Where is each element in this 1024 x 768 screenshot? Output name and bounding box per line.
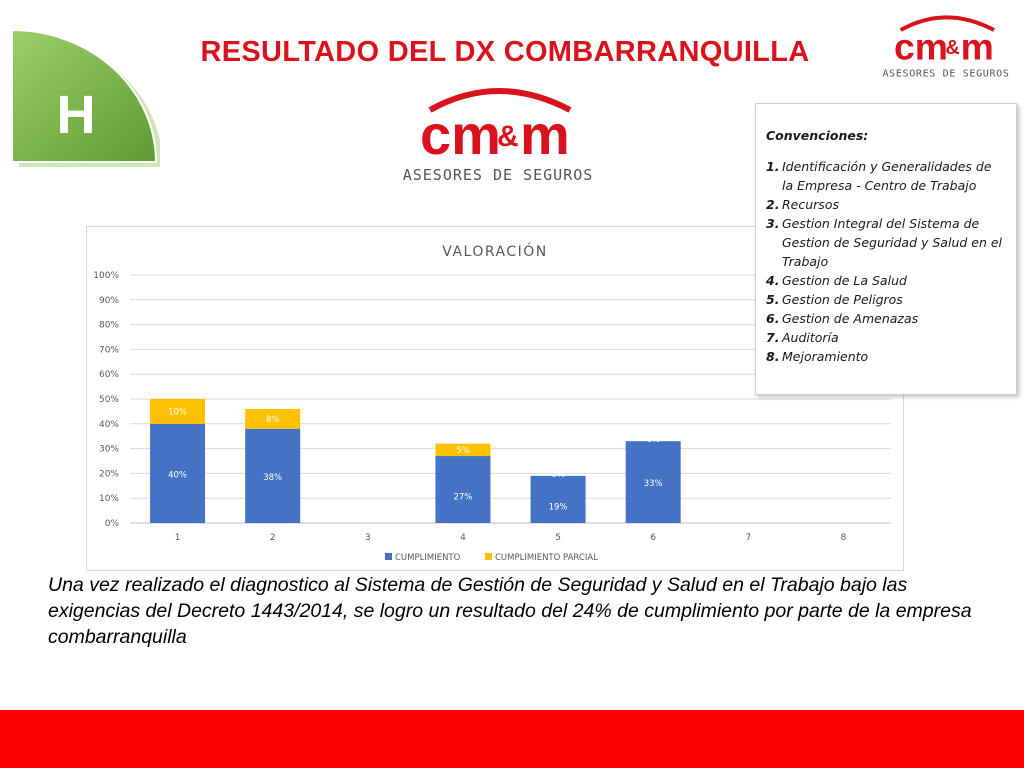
y-tick-label: 100% (93, 271, 119, 281)
x-tick-label: 8 (841, 533, 847, 543)
summary-text: Una vez realizado el diagnostico al Sist… (48, 574, 972, 648)
convention-text: Gestion de Peligros (782, 292, 903, 307)
y-tick-label: 10% (99, 494, 119, 504)
legend-swatch (385, 553, 392, 560)
convention-number: 7. (766, 330, 780, 345)
data-label: 0% (551, 470, 565, 480)
slide-title: RESULTADO DEL DX COMBARRANQUILLA (200, 36, 810, 68)
svg-text:&: & (945, 37, 959, 59)
convention-item: 5. Gestion de Peligros (766, 290, 1006, 309)
chart-title: VALORACIÓN (442, 242, 547, 260)
y-tick-label: 70% (99, 345, 119, 355)
convention-item: 2. Recursos (766, 195, 1006, 214)
bar-cumplimiento (435, 456, 491, 523)
data-label: 0% (646, 435, 660, 445)
svg-text:cm: cm (894, 25, 948, 67)
data-label: 5% (456, 446, 470, 456)
convention-text: Auditoría (782, 330, 839, 345)
y-tick-label: 80% (99, 321, 119, 331)
x-tick-label: 6 (650, 533, 656, 543)
svg-text:m: m (961, 25, 994, 67)
bar-cumplimiento (530, 475, 586, 523)
convention-text: Mejoramiento (782, 349, 869, 364)
data-label: 10% (168, 407, 187, 417)
bar-cumplimiento-parcial (245, 408, 301, 429)
x-tick-label: 5 (555, 533, 561, 543)
bar-cumplimiento (150, 423, 206, 523)
data-label: 40% (168, 470, 187, 480)
data-label: 8% (266, 415, 280, 425)
convention-text: Gestion Integral del Sistema de Gestion … (782, 216, 1003, 269)
convention-text: Gestion de Amenazas (782, 311, 919, 326)
svg-text:&: & (497, 120, 519, 153)
svg-text:ASESORES DE SEGUROS: ASESORES DE SEGUROS (403, 166, 594, 184)
convention-item: 3. Gestion Integral del Sistema de Gestio… (766, 214, 1006, 271)
svg-text:cm: cm (420, 103, 501, 166)
convention-item: 1. Identificación y Generalidades de la E… (766, 157, 1006, 195)
convention-item: 6. Gestion de Amenazas (766, 309, 1006, 328)
convention-item: 7. Auditoría (766, 328, 1006, 347)
x-tick-label: 2 (270, 533, 276, 543)
convention-number: 1. (766, 159, 780, 174)
bar-cumplimiento-parcial (435, 443, 491, 457)
section-badge: H (10, 30, 160, 170)
convention-text: Gestion de La Salud (782, 273, 907, 288)
bar-cumplimiento (245, 428, 301, 523)
footer-bar (0, 710, 1024, 768)
svg-text:m: m (520, 103, 570, 166)
y-tick-label: 0% (105, 519, 120, 529)
legend-label: CUMPLIMIENTO PARCIAL (495, 553, 598, 563)
convention-item: 4. Gestion de La Salud (766, 271, 1006, 290)
convention-number: 5. (766, 292, 780, 307)
section-badge-shape: H (11, 30, 160, 167)
section-badge-letter: H (57, 85, 96, 145)
convention-number: 4. (766, 273, 780, 288)
data-label: 27% (453, 493, 472, 503)
legend-label: CUMPLIMIENTO (395, 553, 461, 563)
bar-cumplimiento (625, 441, 681, 523)
legend-swatch (485, 553, 492, 560)
convention-number: 6. (766, 311, 780, 326)
company-logo: cm & m ASESORES DE SEGUROS (402, 80, 594, 188)
x-tick-label: 7 (745, 533, 751, 543)
chart-canvas: VALORACIÓN0%10%20%30%40%50%60%70%80%90%1… (93, 242, 891, 563)
convention-number: 8. (766, 349, 780, 364)
svg-text:ASESORES DE SEGUROS: ASESORES DE SEGUROS (882, 69, 1009, 80)
conventions-title: Convenciones: (766, 128, 869, 143)
y-tick-label: 50% (99, 395, 119, 405)
data-label: 33% (644, 479, 663, 489)
convention-text: Recursos (782, 197, 839, 212)
x-tick-label: 1 (175, 533, 181, 543)
company-logo-small: cm & m ASESORES DE SEGUROS (882, 8, 1010, 84)
conventions-panel: Convenciones: 1. Identificación y General… (755, 103, 1017, 395)
x-tick-label: 4 (460, 533, 466, 543)
convention-item: 8. Mejoramiento (766, 347, 1006, 366)
data-label: 19% (549, 502, 568, 512)
y-tick-label: 40% (99, 420, 119, 430)
y-tick-label: 60% (99, 370, 119, 380)
y-tick-label: 30% (99, 445, 119, 455)
y-tick-label: 90% (99, 296, 119, 306)
bar-cumplimiento-parcial (150, 399, 206, 424)
conventions-list: 1. Identificación y Generalidades de la E… (766, 157, 1006, 366)
convention-number: 3. (766, 216, 780, 231)
data-label: 38% (263, 473, 282, 483)
y-tick-label: 20% (99, 469, 119, 479)
convention-text: Identificación y Generalidades de la Emp… (782, 159, 992, 193)
x-tick-label: 3 (365, 533, 371, 543)
convention-number: 2. (766, 197, 780, 212)
